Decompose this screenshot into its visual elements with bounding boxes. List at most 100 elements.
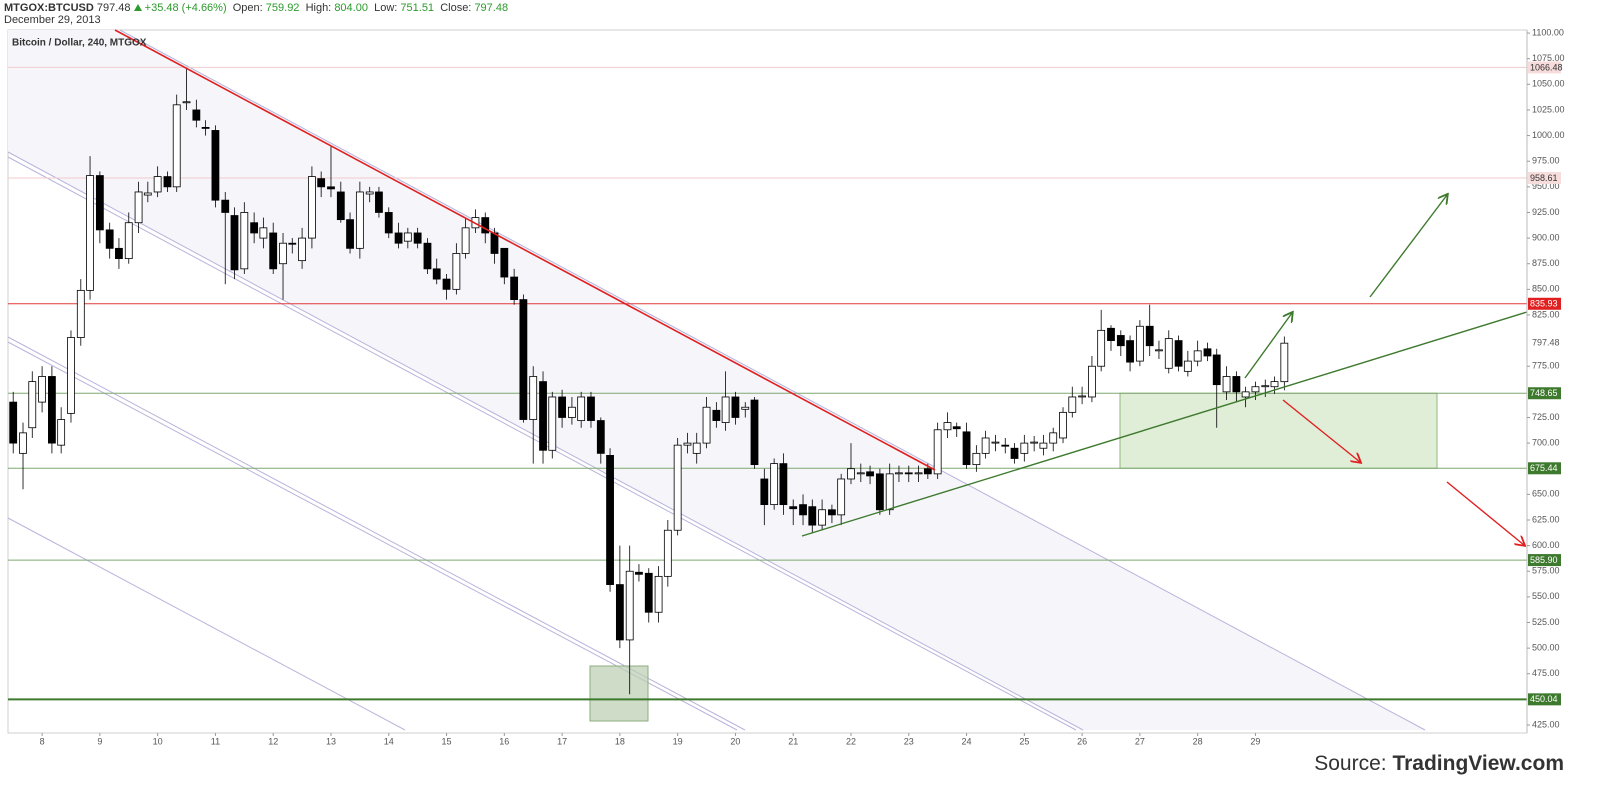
- candle-body: [403, 232, 412, 242]
- candle-body: [606, 455, 614, 585]
- candle-body: [269, 232, 278, 270]
- symbol: MTGOX:BTCUSD: [4, 2, 94, 14]
- candle-body: [67, 337, 75, 414]
- candle-body: [259, 227, 268, 239]
- arrow: [1369, 195, 1447, 298]
- y-tick-label: 550.00: [1532, 591, 1560, 601]
- candle-body: [134, 191, 143, 224]
- level-label: 450.04: [1530, 694, 1558, 704]
- x-tick-label: 14: [384, 736, 394, 746]
- y-tick-label: 1050.00: [1532, 79, 1565, 89]
- y-tick-label: 575.00: [1532, 566, 1560, 576]
- candle-body: [1212, 354, 1221, 386]
- candle-body: [1222, 376, 1231, 393]
- candle-body: [1280, 342, 1289, 383]
- channel-line: [7, 341, 738, 731]
- high-label: High:: [305, 2, 332, 14]
- candle-body: [548, 396, 557, 451]
- candle-body: [779, 463, 788, 506]
- candle-body: [875, 473, 884, 511]
- candle-body: [423, 242, 432, 270]
- candle-body: [866, 471, 874, 477]
- candle-body: [895, 472, 903, 475]
- close-label: Close:: [440, 2, 472, 14]
- y-tick-label: 600.00: [1532, 540, 1560, 550]
- trend-line: [114, 29, 936, 471]
- level-tag: [1528, 387, 1561, 400]
- y-tick-label: 725.00: [1532, 412, 1560, 422]
- candle-body: [143, 192, 152, 196]
- candle-body: [952, 426, 961, 430]
- candle-body: [828, 509, 836, 516]
- level-label: 1066.48: [1530, 62, 1563, 72]
- y-tick-label: 900.00: [1532, 232, 1560, 242]
- candle-body: [1174, 340, 1183, 367]
- x-tick-label: 29: [1250, 736, 1260, 746]
- last-price-tag: [1528, 337, 1561, 350]
- x-tick-label: 28: [1193, 736, 1203, 746]
- x-tick-label: 21: [788, 736, 798, 746]
- candle-body: [1232, 376, 1241, 393]
- candle-body: [1020, 442, 1029, 454]
- candle-body: [789, 506, 798, 510]
- candle-body: [308, 176, 316, 239]
- candle-body: [1030, 441, 1039, 444]
- y-tick-label: 475.00: [1532, 668, 1560, 678]
- candle-body: [1270, 381, 1279, 388]
- candle-body: [519, 299, 528, 420]
- candle-body: [481, 217, 490, 234]
- candle-body: [1164, 338, 1173, 369]
- candle-body: [568, 406, 576, 418]
- candle-body: [529, 376, 538, 420]
- candle-body: [770, 463, 779, 506]
- x-tick-label: 13: [326, 736, 336, 746]
- y-tick-label: 625.00: [1532, 514, 1560, 524]
- level-label: 748.65: [1530, 388, 1558, 398]
- levels: [8, 66, 1527, 701]
- candle-body: [799, 504, 807, 516]
- candle-body: [923, 468, 932, 475]
- change: +35.48 (+4.66%): [144, 2, 227, 14]
- candle-body: [991, 441, 1000, 444]
- candle-body: [86, 175, 94, 291]
- candle-body: [818, 509, 827, 526]
- low: 751.51: [400, 2, 435, 14]
- candle-body: [95, 175, 104, 231]
- candle-body: [490, 232, 499, 254]
- candle-body: [1145, 325, 1154, 347]
- channel-line: [7, 336, 746, 731]
- candle-body: [962, 431, 971, 466]
- x-tick-label: 9: [97, 736, 102, 746]
- candle-body: [1203, 348, 1212, 357]
- last: 797.48: [96, 2, 131, 14]
- candle-body: [172, 104, 181, 188]
- level-label: 675.44: [1530, 463, 1558, 473]
- x-tick-label: 20: [730, 736, 740, 746]
- arrow: [1446, 481, 1524, 545]
- y-tick-label: 925.00: [1532, 207, 1560, 217]
- x-tick-label: 10: [153, 736, 163, 746]
- candle-body: [510, 276, 519, 300]
- candle-body: [327, 186, 335, 190]
- candle-body: [625, 570, 634, 641]
- candle-body: [336, 191, 345, 221]
- y-tick-label: 850.00: [1532, 284, 1560, 294]
- candle-body: [885, 473, 894, 511]
- candle-body: [731, 396, 740, 418]
- level-tag: [1528, 297, 1561, 310]
- level-tag: [1528, 693, 1561, 706]
- candle-body: [683, 442, 692, 446]
- candle-body: [163, 176, 172, 188]
- y-tick-label: 1025.00: [1532, 104, 1565, 114]
- level-tag: [1528, 172, 1561, 185]
- candle-body: [1193, 350, 1202, 362]
- candle-body: [375, 191, 383, 213]
- candle-body: [914, 472, 923, 475]
- candle-body: [654, 575, 663, 613]
- candle-body: [847, 468, 855, 480]
- up-icon: [133, 4, 142, 11]
- x-tick-label: 25: [1019, 736, 1029, 746]
- candle-body: [317, 178, 326, 188]
- x-tick-label: 26: [1077, 736, 1087, 746]
- candle-body: [1059, 411, 1067, 439]
